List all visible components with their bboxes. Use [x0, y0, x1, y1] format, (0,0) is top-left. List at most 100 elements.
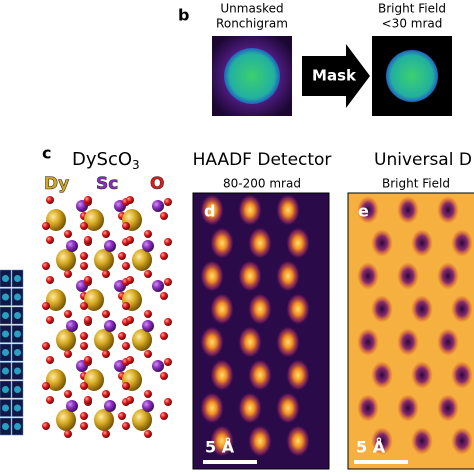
column [248, 227, 272, 259]
atom-columns [200, 194, 310, 457]
column [437, 394, 459, 422]
scale-bar-label: 5 Å [356, 438, 386, 457]
dy-atom [94, 409, 114, 431]
o-atom [164, 238, 172, 246]
o-atom [84, 316, 92, 324]
o-atom [102, 310, 110, 318]
o-atom [102, 230, 110, 238]
tile-disk [2, 330, 9, 338]
dy-atom [132, 329, 152, 351]
sc-atom [142, 400, 154, 412]
column [238, 326, 262, 358]
sc-atom [152, 200, 164, 212]
o-atom [144, 350, 152, 358]
o-atom [160, 212, 168, 220]
tile-disk [2, 423, 9, 430]
column [200, 392, 224, 424]
column [411, 427, 433, 455]
bright-disk [224, 48, 280, 104]
column [437, 328, 459, 356]
tile-disk [2, 275, 9, 282]
o-atom [160, 412, 168, 420]
o-atom [126, 356, 134, 364]
column [397, 394, 419, 422]
panel-title: Universal D [374, 150, 472, 170]
panel-label: b [178, 6, 189, 25]
column [248, 425, 272, 457]
column [276, 194, 300, 226]
o-atom [164, 358, 172, 366]
o-atom [122, 342, 130, 350]
column [286, 227, 310, 259]
o-atom [118, 412, 126, 420]
o-atom [80, 302, 88, 310]
column [200, 194, 224, 226]
sc-atom [66, 320, 78, 332]
o-atom [46, 396, 54, 404]
formula: DyScO3 [72, 149, 140, 172]
o-atom [122, 222, 130, 230]
column [357, 394, 379, 422]
o-atom [126, 276, 134, 284]
column [210, 425, 234, 457]
tile-disk [2, 312, 9, 319]
column [397, 328, 419, 356]
sc-atom [66, 400, 78, 412]
o-atom [64, 310, 72, 318]
caption: Ronchigram [216, 17, 288, 31]
dy-atom [94, 249, 114, 271]
column [437, 196, 459, 224]
tile-disk [14, 293, 21, 301]
legend-entry: Dy [44, 174, 69, 194]
o-atom [122, 302, 130, 310]
legend-entry: O [150, 174, 164, 194]
column [411, 295, 433, 323]
column [371, 295, 393, 323]
o-atom [84, 236, 92, 244]
o-atom [160, 292, 168, 300]
dy-atom [56, 409, 76, 431]
column [276, 392, 300, 424]
column [286, 359, 310, 391]
o-atom [118, 252, 126, 260]
sc-atom [104, 240, 116, 252]
o-atom [144, 230, 152, 238]
o-atom [164, 198, 172, 206]
sc-atom [66, 240, 78, 252]
dy-atom [56, 329, 76, 351]
column [200, 260, 224, 292]
o-atom [80, 382, 88, 390]
sc-atom [104, 400, 116, 412]
caption: Unmasked [220, 2, 283, 16]
o-atom [80, 342, 88, 350]
o-atom [84, 196, 92, 204]
dy-atom [46, 369, 66, 391]
dy-atom [84, 289, 104, 311]
sc-atom [104, 320, 116, 332]
column [248, 359, 272, 391]
o-atom [126, 396, 134, 404]
o-atom [126, 316, 134, 324]
column [357, 196, 379, 224]
o-atom [126, 236, 134, 244]
column [238, 194, 262, 226]
scale-bar-label: 5 Å [205, 438, 235, 457]
tile-disk [14, 275, 21, 282]
dy-atom [84, 209, 104, 231]
arrow [302, 44, 370, 108]
tile-disk [14, 349, 21, 356]
o-atom [42, 222, 50, 230]
o-atom [160, 372, 168, 380]
column [238, 392, 262, 424]
panel-title: HAADF Detector [193, 150, 332, 170]
dy-atom [56, 249, 76, 271]
column [371, 361, 393, 389]
o-atom [42, 422, 50, 430]
sc-atom [142, 320, 154, 332]
column [276, 326, 300, 358]
tile-disk [14, 404, 21, 412]
o-atom [122, 382, 130, 390]
column [397, 196, 419, 224]
column [451, 229, 473, 257]
